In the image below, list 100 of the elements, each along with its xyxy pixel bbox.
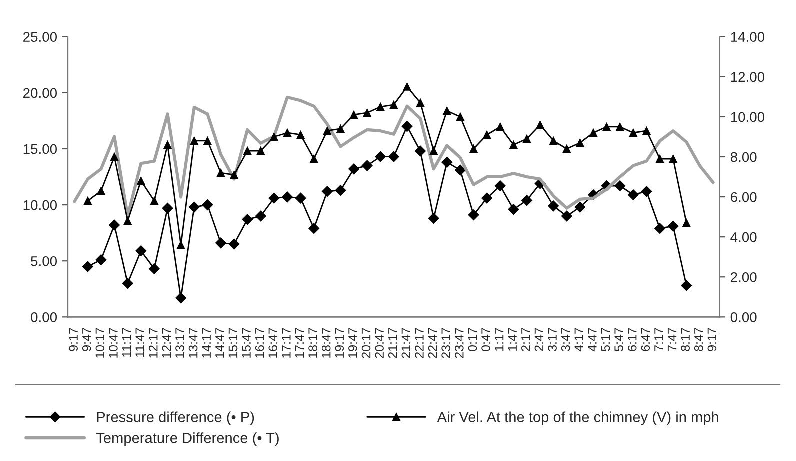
point — [390, 100, 398, 109]
point — [375, 151, 386, 162]
x-tick-label: 13:17 — [176, 328, 184, 358]
point — [629, 128, 638, 137]
x-tick-label: 19:17 — [335, 328, 344, 358]
point — [388, 151, 400, 162]
x-tick-label: 4:47 — [588, 328, 597, 352]
point — [496, 122, 504, 131]
y-tick-label: 0.00 — [31, 312, 58, 322]
point — [376, 102, 385, 111]
point — [284, 128, 292, 137]
x-tick-label: 17:47 — [295, 328, 304, 358]
x-tick-label: 6:47 — [641, 328, 650, 352]
point — [522, 195, 532, 206]
x-tick-label: 16:17 — [255, 328, 264, 358]
point — [335, 185, 346, 196]
x-tick-label: 20:17 — [362, 328, 371, 358]
y2-tick-label: 10.00 — [731, 112, 765, 122]
point — [363, 108, 372, 117]
point — [668, 220, 679, 232]
x-tick-label: 0:47 — [482, 328, 490, 352]
point — [336, 124, 345, 133]
point — [550, 136, 558, 145]
point — [110, 153, 119, 161]
x-tick-label: 23:17 — [442, 328, 451, 358]
point — [403, 82, 412, 91]
x-tick-label: 22:17 — [415, 328, 424, 358]
point — [322, 186, 333, 198]
point — [574, 202, 586, 213]
point — [282, 192, 293, 203]
x-tick-label: 9:17 — [69, 328, 78, 352]
x-tick-label: 7:47 — [668, 328, 677, 352]
point — [124, 217, 132, 226]
x-tick-label: 18:17 — [308, 328, 318, 358]
x-tick-label: 22:47 — [428, 328, 438, 358]
point — [216, 238, 226, 249]
point — [308, 223, 320, 234]
point — [149, 264, 160, 274]
point — [97, 187, 106, 196]
point — [150, 197, 158, 206]
x-tick-label: 23:47 — [454, 328, 464, 358]
point — [616, 122, 624, 131]
point — [614, 180, 626, 192]
point — [470, 145, 478, 153]
point — [654, 223, 666, 234]
point — [137, 177, 146, 186]
x-tick-label: 10:17 — [96, 328, 105, 358]
point — [362, 160, 373, 172]
point — [510, 141, 518, 149]
y2-tick-label: 6.00 — [731, 192, 757, 202]
point — [350, 110, 358, 119]
point — [483, 130, 492, 139]
point — [508, 204, 520, 215]
x-tick-label: 21:47 — [402, 328, 410, 358]
point — [561, 210, 572, 222]
x-tick-label: 16:47 — [268, 328, 278, 358]
point — [576, 138, 584, 147]
y2-tick-label: 12.00 — [731, 72, 765, 82]
x-tick-label: 15:17 — [228, 328, 238, 358]
point — [402, 121, 413, 132]
legend-label: Air Vel. At the top of the chimney (V) in mph — [437, 412, 718, 426]
x-tick-label: 18:47 — [322, 328, 331, 358]
point — [548, 200, 560, 212]
point — [628, 190, 639, 200]
point — [256, 147, 265, 155]
y-tick-label: 10.00 — [24, 200, 58, 210]
point — [642, 126, 651, 135]
point — [590, 128, 598, 137]
x-tick-label: 13:47 — [188, 328, 198, 358]
x-tick-label: 14:17 — [202, 328, 211, 358]
x-tick-label: 11:47 — [136, 328, 144, 357]
point — [682, 219, 691, 228]
x-tick-label: 2:47 — [534, 328, 544, 352]
point — [323, 126, 332, 135]
x-tick-label: 12:17 — [148, 328, 158, 358]
point — [656, 155, 664, 163]
x-tick-label: 8:17 — [681, 328, 690, 352]
x-tick-label: 9:47 — [82, 328, 92, 352]
point — [162, 202, 174, 214]
point — [96, 254, 107, 266]
point — [202, 200, 214, 210]
x-tick-label: 3:17 — [548, 328, 557, 352]
point — [443, 106, 452, 115]
y-tick-label: 5.00 — [31, 256, 58, 266]
point — [482, 192, 493, 204]
point — [122, 278, 134, 289]
point — [204, 136, 212, 145]
y-tick-label: 15.00 — [24, 144, 58, 154]
point — [669, 155, 678, 163]
x-tick-label: 2:17 — [521, 328, 530, 352]
point — [536, 120, 544, 129]
point — [562, 145, 571, 153]
point — [455, 164, 466, 176]
point — [244, 147, 252, 155]
point — [641, 186, 652, 198]
y-tick-label: 20.00 — [24, 88, 58, 98]
y2-tick-label: 8.00 — [730, 152, 757, 162]
y2-tick-label: 0.00 — [730, 312, 757, 322]
point — [176, 292, 186, 304]
point — [136, 246, 147, 256]
